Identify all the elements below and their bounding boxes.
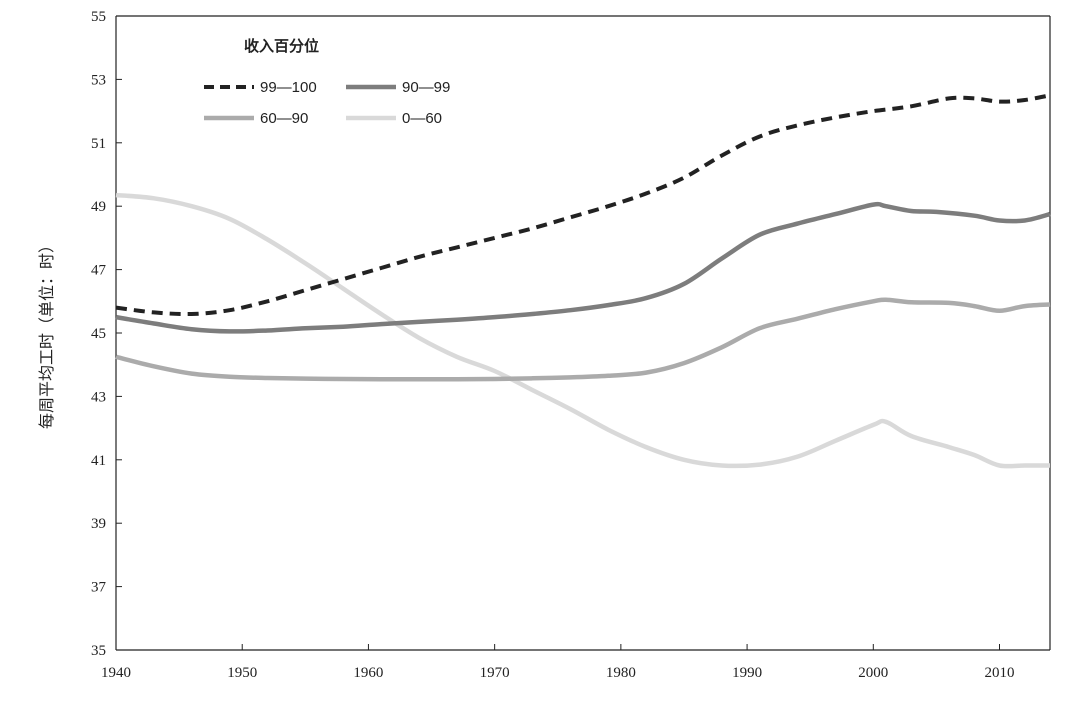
legend-title: 收入百分位 bbox=[244, 37, 319, 55]
legend-label-2: 90—99 bbox=[402, 79, 450, 96]
x-tick-label: 1950 bbox=[227, 665, 257, 681]
x-tick-label: 1960 bbox=[353, 665, 383, 681]
y-ticks: 35 37 39 41 43 45 47 49 51 53 55 bbox=[91, 9, 122, 659]
y-tick-label: 41 bbox=[91, 453, 106, 469]
x-tick-label: 2000 bbox=[858, 665, 888, 681]
y-tick-label: 47 bbox=[91, 263, 107, 279]
x-tick-label: 1940 bbox=[101, 665, 131, 681]
y-axis-label: 每周平均工时（单位：时） bbox=[37, 237, 56, 429]
x-ticks: 1940 1950 1960 1970 1980 1990 2000 2010 bbox=[101, 644, 1015, 681]
legend-label-3: 60—90 bbox=[260, 110, 308, 127]
series-line-3 bbox=[115, 297, 1051, 382]
series-line-1 bbox=[115, 93, 1051, 317]
y-tick-label: 37 bbox=[91, 580, 107, 596]
y-tick-label: 51 bbox=[91, 136, 106, 152]
legend-label-1: 99—100 bbox=[260, 79, 317, 96]
y-tick-label: 35 bbox=[91, 643, 106, 659]
x-tick-label: 1980 bbox=[606, 665, 636, 681]
x-tick-label: 1970 bbox=[480, 665, 510, 681]
y-tick-label: 39 bbox=[91, 516, 106, 532]
y-tick-label: 53 bbox=[91, 72, 106, 88]
x-tick-label: 2010 bbox=[985, 665, 1015, 681]
y-tick-label: 49 bbox=[91, 199, 106, 215]
y-tick-label: 45 bbox=[91, 326, 106, 342]
legend: 收入百分位 99—100 90—99 60—90 0—60 bbox=[204, 37, 450, 127]
series-line-2 bbox=[115, 201, 1051, 334]
y-tick-label: 55 bbox=[91, 9, 106, 25]
series-line-4 bbox=[115, 192, 1050, 469]
y-tick-label: 43 bbox=[91, 389, 106, 405]
x-tick-label: 1990 bbox=[732, 665, 762, 681]
series-layer bbox=[115, 93, 1051, 469]
legend-label-4: 0—60 bbox=[402, 110, 442, 127]
